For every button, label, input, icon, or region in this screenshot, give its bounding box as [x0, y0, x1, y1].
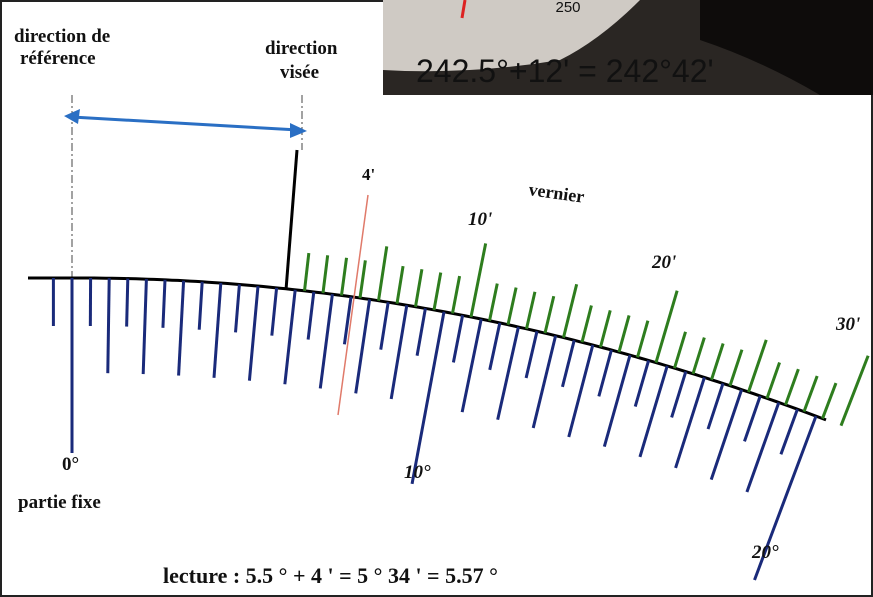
label: visée [280, 62, 319, 83]
fixed-tick [460, 318, 483, 413]
vernier-tick [543, 295, 556, 334]
vernier-tick [432, 272, 443, 311]
vernier-tick [525, 291, 537, 330]
fixed-tick [234, 284, 241, 333]
reading: lecture : 5.5 ° + 4 ' = 5 ° 34 ' = 5.57 … [163, 563, 498, 588]
fixed-tick [306, 291, 316, 340]
fixed-tick [779, 408, 799, 455]
fixed-tick [670, 371, 688, 418]
fixed-tick [415, 308, 427, 356]
vernier-tick [562, 283, 579, 338]
label: 30' [835, 314, 860, 335]
vernier-tick [469, 243, 488, 318]
label: 4' [362, 165, 375, 184]
vernier-tick [321, 255, 330, 294]
label: 10' [468, 209, 492, 230]
scales [28, 243, 870, 581]
vernier-tick [617, 315, 631, 353]
vernier-tick [358, 260, 367, 299]
fixed-tick [318, 294, 334, 389]
label: référence [20, 48, 96, 69]
fixed-tick [451, 315, 465, 363]
fixed-tick [745, 402, 781, 493]
fixed-tick [753, 415, 818, 581]
label: 0° [62, 454, 79, 475]
fixed-tick [270, 287, 279, 336]
angle-arrow [64, 109, 307, 138]
fixed-tick [389, 304, 409, 400]
vernier-tick [303, 252, 311, 292]
vernier-tick [821, 382, 838, 420]
inset-mark [460, 0, 467, 19]
vernier-tick [784, 368, 800, 406]
fixed-tick [379, 301, 390, 350]
arrow-head [64, 109, 80, 124]
vernier-tick [802, 375, 819, 413]
inset-number: 250 [555, 0, 580, 16]
fixed-tick [638, 365, 669, 458]
vernier-tick [506, 287, 518, 326]
fixed-tick [106, 278, 111, 374]
fixed-tick [706, 382, 725, 430]
fixed-tick [633, 360, 651, 407]
label: direction [265, 38, 338, 59]
vernier-tick [580, 305, 593, 343]
target-pointer [284, 149, 299, 291]
vernier-tick [395, 265, 405, 304]
reading-line [337, 194, 369, 416]
fixed-tick [354, 299, 372, 394]
fixed-tick [488, 322, 502, 371]
fixed-tick [177, 280, 186, 376]
fixed-tick [161, 279, 167, 328]
vernier-tick [636, 320, 650, 358]
inset-dial [383, 0, 640, 72]
fixed-tick [567, 344, 595, 438]
fixed-tick [597, 349, 613, 397]
fixed-tick [561, 339, 576, 388]
vernier-tick [340, 257, 349, 296]
vernier-tick [710, 343, 725, 381]
arrow-head [290, 123, 307, 138]
fixed-tick [743, 395, 762, 442]
inset-shadow [700, 0, 873, 95]
vernier-tick [765, 361, 781, 399]
vernier-tick [839, 355, 870, 427]
label: partie fixe [18, 492, 101, 513]
fixed-tick [602, 354, 632, 448]
fixed-tick [141, 279, 148, 375]
fixed-tick [709, 389, 744, 481]
label: 10° [404, 462, 431, 483]
fixed-tick [283, 289, 297, 385]
fixed-tick [197, 281, 204, 330]
fixed-tick [247, 285, 260, 381]
vernier-tick [691, 337, 706, 375]
vernier-tick [728, 349, 744, 387]
fixed-tick [674, 376, 706, 469]
fixed-tick [524, 330, 539, 379]
vernier-tick [488, 283, 499, 322]
inset-photo: 250 242.5°+12' = 242°42' [383, 0, 873, 95]
vernier-tick [451, 275, 462, 314]
fixed-tick [496, 326, 520, 421]
arrow-shaft [71, 115, 299, 132]
vernier-tick [654, 290, 679, 364]
fixed-tick [212, 282, 223, 378]
vernier-tick [377, 246, 389, 301]
label: 20' [651, 252, 676, 273]
vernier-tick [747, 339, 768, 393]
fixed-tick [342, 296, 353, 345]
label: 20° [751, 542, 779, 563]
vernier-tick [414, 268, 424, 307]
inset-reading: 242.5°+12' = 242°42' [416, 53, 714, 89]
fixed-tick [125, 278, 130, 327]
fixed-tick [410, 311, 446, 485]
fixed-tick [531, 335, 558, 429]
vernier-tick [599, 309, 612, 348]
vernier-tick [673, 331, 687, 369]
label: direction de [14, 26, 110, 47]
